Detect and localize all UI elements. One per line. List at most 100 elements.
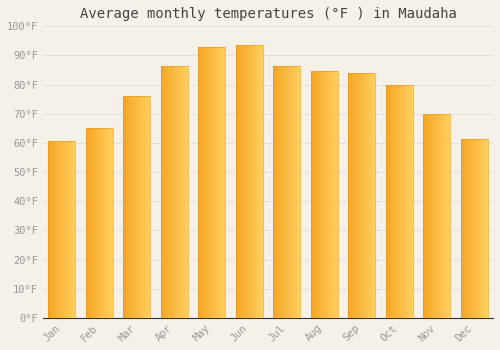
Bar	[145, 96, 146, 318]
Bar	[57, 141, 58, 318]
Bar	[146, 96, 147, 318]
Bar	[174, 66, 175, 318]
Bar	[214, 47, 215, 318]
Bar	[61, 141, 62, 318]
Bar	[386, 85, 413, 318]
Bar	[135, 96, 136, 318]
Bar	[209, 47, 210, 318]
Bar	[74, 141, 76, 318]
Bar	[364, 73, 365, 318]
Bar	[466, 139, 467, 318]
Bar	[461, 139, 488, 318]
Bar	[178, 66, 179, 318]
Bar	[332, 71, 333, 318]
Bar	[110, 128, 111, 318]
Bar	[396, 85, 398, 318]
Bar	[68, 141, 69, 318]
Bar	[161, 66, 162, 318]
Bar	[445, 114, 446, 318]
Bar	[86, 128, 87, 318]
Bar	[69, 141, 70, 318]
Bar	[447, 114, 448, 318]
Bar	[319, 71, 320, 318]
Bar	[331, 71, 332, 318]
Bar	[148, 96, 149, 318]
Bar	[109, 128, 110, 318]
Bar	[72, 141, 74, 318]
Bar	[374, 73, 376, 318]
Bar	[200, 47, 201, 318]
Bar	[64, 141, 65, 318]
Bar	[476, 139, 477, 318]
Bar	[124, 96, 126, 318]
Bar	[260, 45, 261, 318]
Bar	[312, 71, 313, 318]
Bar	[161, 66, 188, 318]
Bar	[100, 128, 102, 318]
Bar	[144, 96, 145, 318]
Title: Average monthly temperatures (°F ) in Maudaha: Average monthly temperatures (°F ) in Ma…	[80, 7, 456, 21]
Bar	[432, 114, 433, 318]
Bar	[478, 139, 479, 318]
Bar	[412, 85, 413, 318]
Bar	[433, 114, 434, 318]
Bar	[390, 85, 391, 318]
Bar	[351, 73, 352, 318]
Bar	[167, 66, 168, 318]
Bar	[356, 73, 357, 318]
Bar	[326, 71, 327, 318]
Bar	[62, 141, 63, 318]
Bar	[442, 114, 443, 318]
Bar	[406, 85, 408, 318]
Bar	[205, 47, 206, 318]
Bar	[392, 85, 393, 318]
Bar	[186, 66, 187, 318]
Bar	[333, 71, 334, 318]
Bar	[475, 139, 476, 318]
Bar	[360, 73, 361, 318]
Bar	[285, 66, 286, 318]
Bar	[389, 85, 390, 318]
Bar	[294, 66, 295, 318]
Bar	[239, 45, 240, 318]
Bar	[393, 85, 394, 318]
Bar	[136, 96, 137, 318]
Bar	[398, 85, 400, 318]
Bar	[349, 73, 350, 318]
Bar	[292, 66, 293, 318]
Bar	[314, 71, 315, 318]
Bar	[446, 114, 447, 318]
Bar	[198, 47, 226, 318]
Bar	[210, 47, 211, 318]
Bar	[324, 71, 325, 318]
Bar	[426, 114, 428, 318]
Bar	[132, 96, 133, 318]
Bar	[290, 66, 291, 318]
Bar	[435, 114, 436, 318]
Bar	[94, 128, 96, 318]
Bar	[248, 45, 250, 318]
Bar	[362, 73, 363, 318]
Bar	[480, 139, 481, 318]
Bar	[288, 66, 289, 318]
Bar	[130, 96, 132, 318]
Bar	[141, 96, 142, 318]
Bar	[274, 66, 300, 318]
Bar	[181, 66, 182, 318]
Bar	[60, 141, 61, 318]
Bar	[276, 66, 278, 318]
Bar	[88, 128, 89, 318]
Bar	[434, 114, 435, 318]
Bar	[243, 45, 244, 318]
Bar	[163, 66, 164, 318]
Bar	[436, 114, 437, 318]
Bar	[217, 47, 218, 318]
Bar	[321, 71, 322, 318]
Bar	[220, 47, 222, 318]
Bar	[212, 47, 213, 318]
Bar	[286, 66, 287, 318]
Bar	[149, 96, 150, 318]
Bar	[297, 66, 298, 318]
Bar	[86, 128, 113, 318]
Bar	[53, 141, 54, 318]
